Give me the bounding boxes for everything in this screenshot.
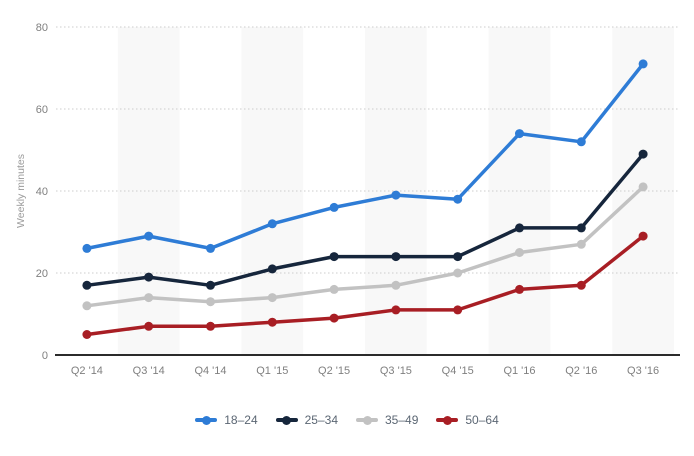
data-point — [576, 239, 586, 249]
series-line-50–64 — [85, 234, 645, 337]
legend-item-18-24[interactable]: 18–24 — [195, 413, 258, 427]
data-point — [391, 280, 401, 290]
data-point — [576, 280, 586, 290]
x-tick-label: Q1 '16 — [503, 365, 535, 377]
data-point — [267, 317, 277, 327]
data-point — [576, 223, 586, 233]
legend-label: 35–49 — [385, 413, 419, 427]
data-point — [515, 129, 524, 139]
data-point — [82, 280, 92, 290]
legend-label: 25–34 — [304, 413, 338, 427]
data-point — [515, 248, 524, 257]
data-point — [391, 305, 401, 315]
x-tick-label: Q4 '14 — [194, 365, 226, 377]
data-point — [267, 219, 277, 229]
y-tick-label: 40 — [36, 186, 48, 198]
y-tick-label: 60 — [36, 104, 48, 116]
x-tick-label: Q2 '14 — [71, 365, 103, 377]
data-point — [82, 243, 92, 253]
x-tick-label: Q3 '14 — [133, 365, 165, 377]
legend-marker-icon — [195, 415, 218, 425]
data-point — [638, 182, 648, 192]
data-point — [144, 272, 154, 282]
data-point — [144, 231, 154, 241]
data-point — [144, 321, 154, 331]
y-tick-label: 0 — [42, 350, 48, 362]
y-axis-title: Weekly minutes — [15, 154, 27, 228]
legend-label: 18–24 — [224, 413, 258, 427]
data-point — [453, 268, 463, 278]
series-line-35–49 — [85, 185, 645, 308]
data-point — [206, 243, 215, 253]
plot-area: 0 20 40 60 80 Q2 '14 Q3 '14 Q4 '14 Q1 '15 Q2 '15 Q… — [15, 22, 680, 377]
data-point — [144, 293, 154, 303]
data-point — [638, 231, 648, 241]
legend-marker-icon — [275, 415, 298, 425]
data-point — [267, 293, 277, 303]
y-tick-label: 80 — [36, 22, 48, 34]
data-point — [82, 330, 92, 339]
data-point — [329, 313, 339, 323]
legend-item-35-49[interactable]: 35–49 — [356, 414, 418, 426]
legend-marker-icon — [356, 415, 378, 425]
x-tick-label: Q3 '15 — [380, 365, 412, 377]
data-point — [576, 137, 586, 147]
series-line-18–24 — [85, 62, 645, 251]
x-tick-label: Q1 '15 — [256, 365, 288, 377]
data-point — [329, 284, 339, 294]
x-tick-label: Q3 '16 — [627, 365, 659, 377]
x-tick-label: Q2 '15 — [318, 365, 350, 377]
data-point — [206, 280, 215, 290]
data-point — [82, 301, 92, 311]
x-tick-label: Q2 '16 — [565, 365, 597, 377]
data-point — [206, 321, 215, 331]
data-point — [515, 223, 524, 233]
data-point — [638, 149, 648, 159]
data-point — [453, 252, 463, 262]
data-point — [206, 297, 215, 307]
data-point — [453, 305, 463, 315]
data-point — [391, 190, 401, 200]
series-line-25–34 — [85, 152, 645, 288]
legend-item-50-64[interactable]: 50–64 — [436, 413, 499, 427]
data-point — [267, 264, 277, 274]
legend-marker-icon — [436, 415, 459, 425]
legend-item-25-34[interactable]: 25–34 — [275, 413, 338, 427]
legend: 18–24 25–34 35–49 50–64 — [0, 414, 694, 426]
data-point — [515, 284, 524, 294]
legend-label: 50–64 — [465, 413, 499, 427]
data-point — [329, 252, 339, 262]
data-point — [453, 194, 463, 204]
x-tick-label: Q4 '15 — [442, 365, 474, 377]
data-point — [638, 59, 648, 69]
data-point — [329, 202, 339, 212]
data-point — [391, 252, 401, 262]
y-tick-label: 20 — [36, 268, 48, 280]
